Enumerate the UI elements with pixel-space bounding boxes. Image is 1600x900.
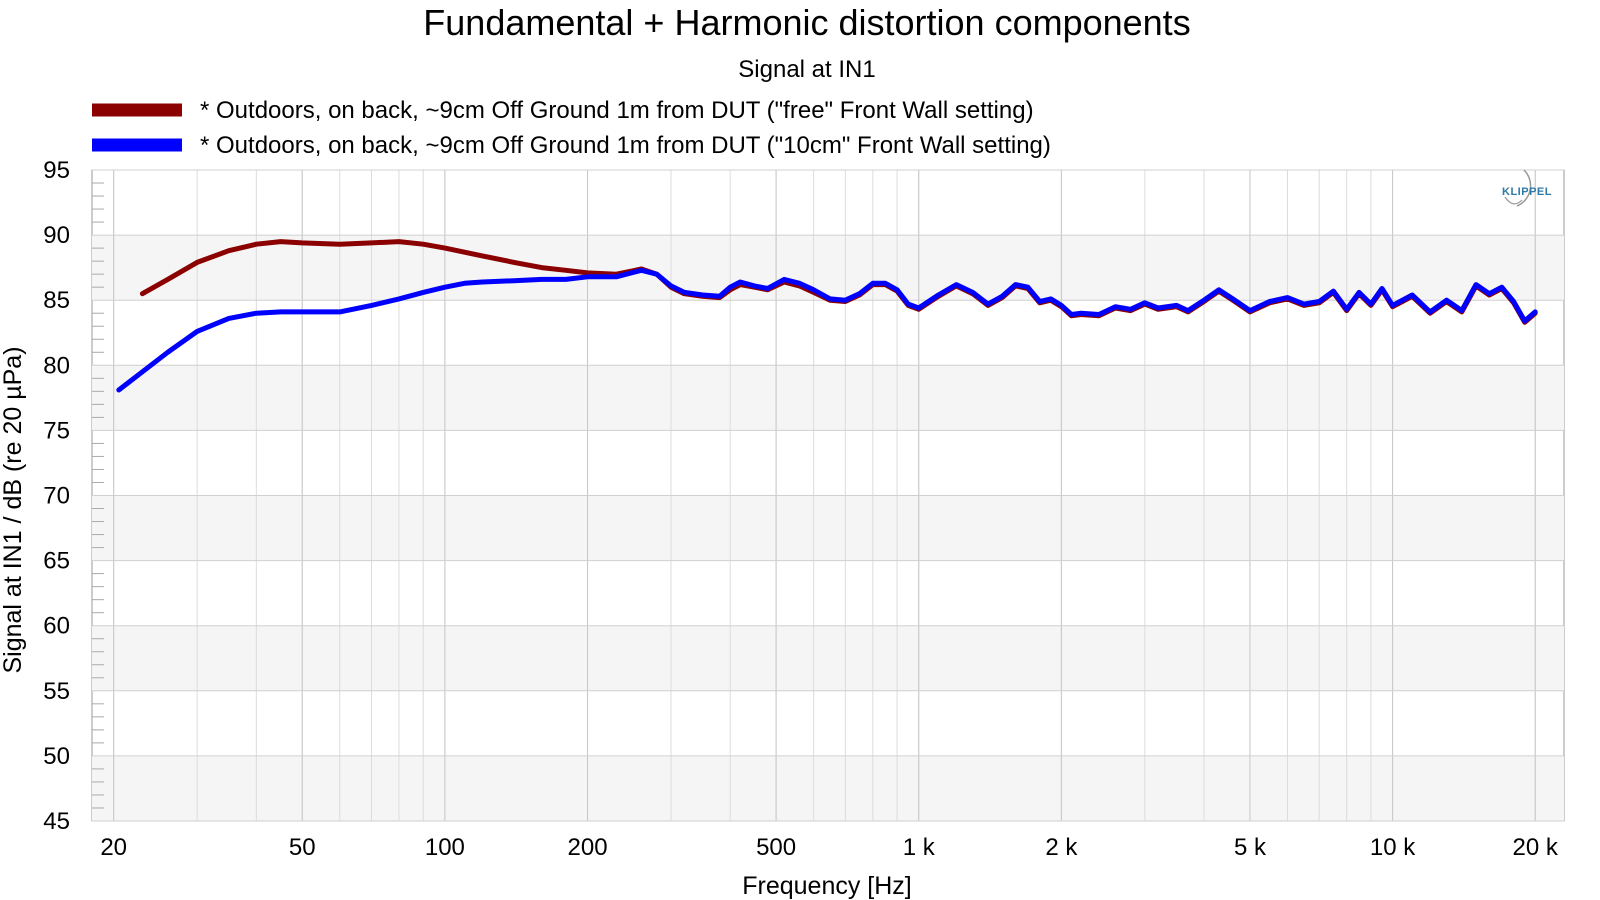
x-tick-label: 20 k — [1513, 834, 1559, 861]
plot-band — [92, 755, 1564, 821]
x-tick-label: 100 — [425, 834, 465, 861]
series-group — [116, 239, 1538, 393]
y-tick-label: 75 — [43, 417, 70, 444]
x-tick-label: 10 k — [1370, 834, 1416, 861]
y-tick-label: 70 — [43, 483, 70, 510]
y-tick-label: 85 — [43, 287, 70, 314]
grid — [92, 169, 1564, 822]
x-tick-label: 20 — [100, 834, 127, 861]
y-tick-label: 45 — [43, 808, 70, 835]
x-axis-label: Frequency [Hz] — [742, 872, 912, 900]
plot-band — [92, 365, 1564, 431]
klippel-logo-smile — [1504, 196, 1523, 205]
series-line-10cm — [116, 267, 1538, 393]
plot-band — [92, 625, 1564, 691]
y-tick-label: 95 — [43, 157, 70, 184]
x-axis-ticks: 20 50 100 200 500 1 k 2 k 5 k 10 k 20 k — [100, 834, 1559, 861]
chart-title: Fundamental + Harmonic distortion compon… — [423, 2, 1190, 43]
y-axis-label: Signal at IN1 / dB (re 20 µPa) — [0, 346, 27, 673]
y-tick-label: 90 — [43, 222, 70, 249]
y-tick-label: 55 — [43, 678, 70, 705]
chart-subtitle: Signal at IN1 — [738, 56, 875, 83]
legend: * Outdoors, on back, ~9cm Off Ground 1m … — [92, 97, 1051, 159]
legend-label-free: * Outdoors, on back, ~9cm Off Ground 1m … — [200, 97, 1034, 124]
x-tick-label: 200 — [568, 834, 608, 861]
klippel-logo: KLIPPEL — [1502, 169, 1552, 207]
legend-label-10cm: * Outdoors, on back, ~9cm Off Ground 1m … — [200, 132, 1051, 159]
plot-bands — [92, 235, 1564, 821]
klippel-logo-arc — [1516, 169, 1532, 207]
x-tick-label: 2 k — [1045, 834, 1078, 861]
y-tick-label: 50 — [43, 743, 70, 770]
y-tick-label: 60 — [43, 613, 70, 640]
plot-band — [92, 495, 1564, 561]
x-tick-label: 1 k — [903, 834, 936, 861]
x-tick-label: 500 — [756, 834, 796, 861]
klippel-logo-text: KLIPPEL — [1502, 186, 1552, 198]
x-tick-label: 5 k — [1234, 834, 1267, 861]
x-tick-label: 50 — [289, 834, 316, 861]
y-tick-label: 65 — [43, 548, 70, 575]
y-tick-label: 80 — [43, 352, 70, 379]
y-axis-ticks: 95 90 85 80 75 70 65 60 55 50 45 — [43, 157, 70, 835]
